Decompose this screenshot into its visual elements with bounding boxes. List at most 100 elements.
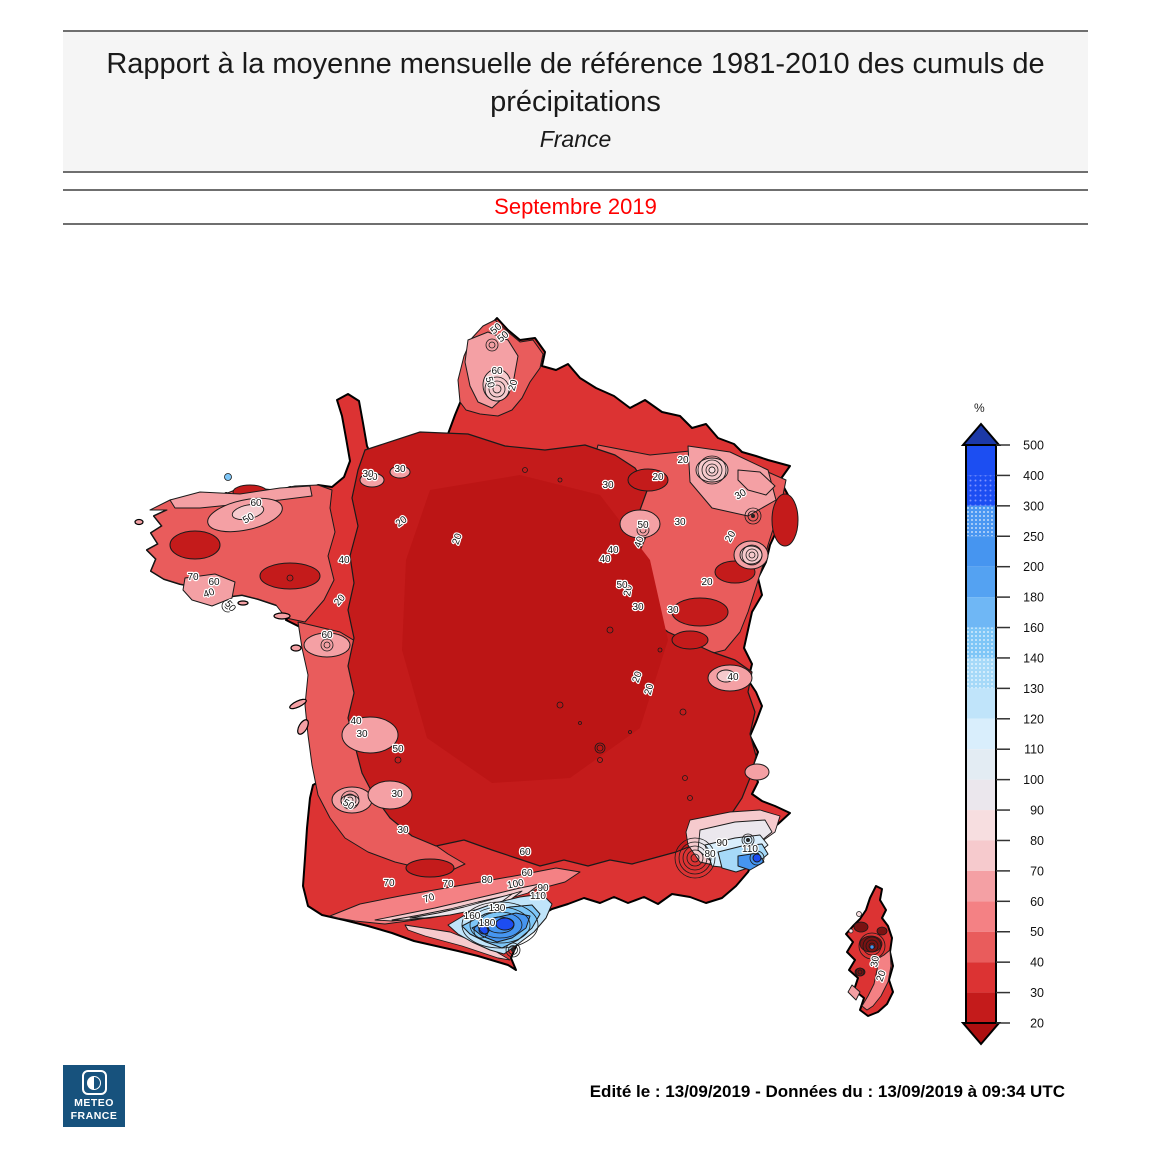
- contour-value-label: 30: [391, 789, 403, 800]
- small-islands: [134, 518, 309, 735]
- contour-value-label: 60: [521, 868, 533, 879]
- contour-value-label: 180: [479, 918, 496, 929]
- legend-tick-label: 30: [1030, 986, 1044, 1000]
- page-subtitle: France: [539, 125, 612, 152]
- legend-color-cell: [966, 597, 996, 628]
- meteo-france-logo: METEO FRANCE: [63, 1065, 125, 1127]
- contour-value-label: 60: [519, 847, 531, 858]
- legend-tick-label: 50: [1030, 925, 1044, 939]
- legend-tick-label: 60: [1030, 895, 1044, 909]
- legend-color-cell-pattern: [966, 505, 996, 537]
- contour-value-label: 30: [602, 480, 614, 491]
- legend-tick-label: 110: [1024, 743, 1044, 757]
- dry-spots: [169, 468, 799, 878]
- legend-tick-label: 250: [1023, 530, 1044, 544]
- contour-value-label: 40: [727, 672, 739, 683]
- logo-text-line1: METEO: [74, 1097, 114, 1110]
- contour-value-label: 110: [530, 891, 546, 902]
- contour-value-label: 80: [704, 849, 716, 860]
- legend-color-cell: [966, 962, 996, 993]
- contour-value-label: 60: [321, 630, 333, 641]
- legend-color-cell: [966, 749, 996, 780]
- wet-zone-cote-azur: [717, 843, 769, 873]
- period-label: Septembre 2019: [494, 194, 657, 219]
- legend-tick-label: 160: [1023, 621, 1044, 635]
- driest-inner-zone: [402, 475, 668, 783]
- contour-value-label: 90: [716, 838, 728, 849]
- contour-value-label: 40: [607, 545, 619, 556]
- contour-value-label: 30: [356, 729, 368, 740]
- legend-color-cell: [966, 870, 996, 902]
- legend-color-cell-pattern: [966, 475, 996, 506]
- pink-zones: [169, 331, 777, 925]
- legend-tick-label: 200: [1023, 560, 1044, 574]
- contour-value-label: 70: [187, 572, 199, 583]
- legend-color-cell-pattern: [966, 627, 996, 658]
- legend-color-cell: [966, 718, 996, 750]
- contour-value-label: 50: [637, 520, 649, 531]
- logo-text-line2: FRANCE: [70, 1109, 118, 1122]
- contour-value-label: 90: [537, 883, 549, 894]
- contour-value-label: 40: [599, 554, 611, 565]
- contour-value-label: 70: [383, 878, 395, 889]
- legend-arrow-below-min: [960, 1022, 1002, 1046]
- contour-value-label: 30: [632, 602, 644, 613]
- legend-tick-label: 120: [1023, 712, 1044, 726]
- legend-tick-label: 40: [1030, 956, 1044, 970]
- legend-tick-label: 140: [1023, 651, 1044, 665]
- contour-value-label: 70: [442, 879, 454, 890]
- contour-value-label: 30: [366, 472, 378, 483]
- contour-value-label: 30: [869, 955, 882, 968]
- contour-rings: [221, 338, 765, 958]
- edition-note: Edité le : 13/09/2019 - Données du : 13/…: [589, 1082, 1065, 1101]
- contour-value-label: 60: [491, 366, 503, 377]
- legend-color-cell: [966, 840, 996, 871]
- contour-value-label: 160: [464, 911, 481, 922]
- contour-value-label: 30: [362, 469, 374, 480]
- legend-bar-border: [965, 444, 997, 1024]
- legend-color-cell: [966, 810, 996, 841]
- legend-color-cell-pattern: [966, 657, 996, 689]
- legend-color-cell: [966, 688, 996, 719]
- contour-value-label: 30: [394, 464, 406, 475]
- contour-value-label: 30: [667, 605, 679, 616]
- contour-value-label: 20: [652, 472, 664, 483]
- legend-color-cell: [966, 566, 996, 598]
- contour-value-label: 20: [507, 378, 521, 392]
- legend-tick-label: 180: [1023, 591, 1044, 605]
- contour-value-label: 40: [338, 555, 350, 566]
- legend-tick-label: 100: [1023, 773, 1044, 787]
- wet-spot-brittany: [224, 473, 232, 481]
- page-title: Rapport à la moyenne mensuelle de référe…: [106, 48, 1045, 119]
- contour-dark-dots: [511, 514, 755, 952]
- contour-value-label: 40: [350, 716, 362, 727]
- contour-value-label: 50: [616, 580, 628, 591]
- contour-value-label: 50: [483, 376, 497, 390]
- legend-arrow-above-max: [960, 422, 1002, 446]
- corsica: [845, 885, 894, 1017]
- legend-tick-label: 500: [1023, 439, 1044, 453]
- contour-value-label: 20: [643, 682, 657, 696]
- legend-tick-label: 400: [1023, 469, 1044, 483]
- legend-unit-label: %: [974, 401, 985, 415]
- contour-value-label: 20: [677, 455, 689, 466]
- contour-value-label: 110: [742, 844, 758, 855]
- meteo-france-icon: [81, 1070, 107, 1096]
- color-scale-legend: % 500 400 300 250 200 180 160 140 130 120 110 100 90…: [958, 398, 1098, 1063]
- legend-tick-label: 80: [1030, 834, 1044, 848]
- period-band: Septembre 2019: [63, 189, 1088, 225]
- legend-tick-label: 300: [1023, 499, 1044, 513]
- legend-tick-label: 20: [1030, 1017, 1044, 1031]
- contour-value-label: 60: [208, 577, 220, 588]
- contour-value-label: 130: [489, 903, 506, 914]
- legend-color-cell: [966, 779, 996, 811]
- contour-value-label: 30: [397, 825, 409, 836]
- legend-color-cell: [966, 931, 996, 963]
- contour-value-label: 50: [392, 744, 404, 755]
- legend-tick-label: 130: [1023, 682, 1044, 696]
- legend-color-cell: [966, 992, 996, 1023]
- contour-value-label: 100: [506, 878, 525, 892]
- legend-color-cell: [966, 445, 996, 476]
